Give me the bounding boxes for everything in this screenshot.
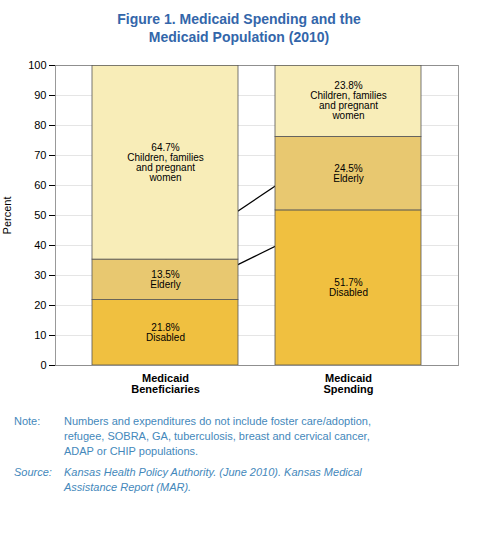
svg-text:10: 10 [34,329,46,341]
svg-text:MedicaidBeneficiaries: MedicaidBeneficiaries [131,373,199,396]
svg-text:20: 20 [34,299,46,311]
svg-text:40: 40 [34,239,46,251]
svg-text:70: 70 [34,149,46,161]
html-text:Figure 1. Medicaid Spending an: Figure 1. Medicaid Spending and the Medi… [117,11,361,46]
svg-text:100: 100 [28,59,46,71]
html-text:Note:: Note: [14,415,41,428]
svg-text:90: 90 [34,89,46,101]
svg-text:13.5%Elderly: 13.5%Elderly [150,269,181,290]
svg-text:MedicaidSpending: MedicaidSpending [323,373,373,396]
svg-text:64.7%Children, familiesand pre: 64.7%Children, familiesand pregnantwomen [127,142,204,183]
svg-text:51.7%Disabled: 51.7%Disabled [329,278,368,299]
html-text:Numbers and expenditures do no: Numbers and expenditures do not include … [64,415,371,458]
html-text:Kansas Health Policy Authority: Kansas Health Policy Authority. (June 20… [64,465,362,493]
svg-text:0: 0 [40,359,46,371]
svg-text:50: 50 [34,209,46,221]
svg-text:60: 60 [34,179,46,191]
svg-text:21.8%Disabled: 21.8%Disabled [146,322,185,343]
svg-text:Percent: Percent [1,197,13,235]
svg-text:23.8%Children, familiesand pre: 23.8%Children, familiesand pregnantwomen [310,81,387,122]
svg-text:24.5%Elderly: 24.5%Elderly [333,163,364,184]
svg-text:80: 80 [34,119,46,131]
html-text:Source:: Source: [14,465,52,478]
svg-text:30: 30 [34,269,46,281]
